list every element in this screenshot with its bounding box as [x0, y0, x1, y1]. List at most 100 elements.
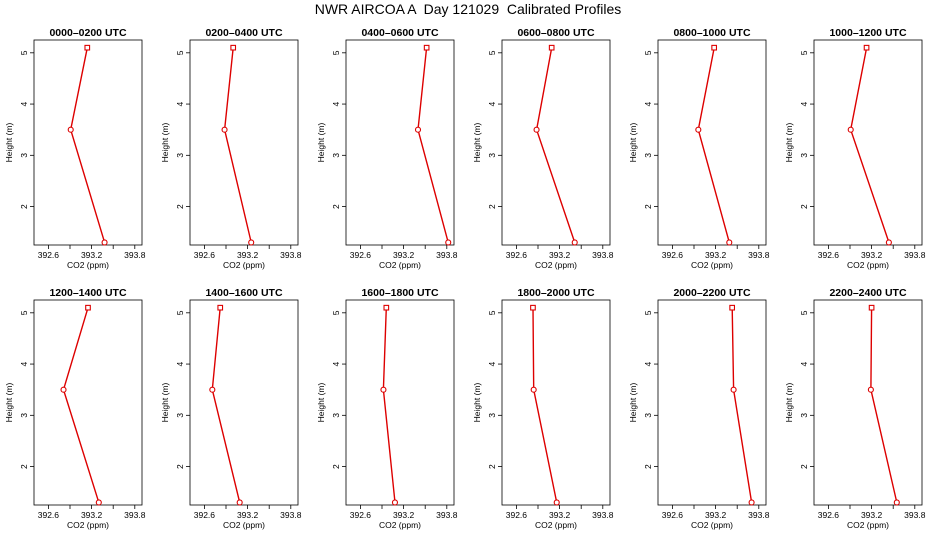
x-tick-label: 393.8 — [904, 250, 926, 260]
co2-profile-line — [223, 47, 252, 243]
y-tick-label: 3 — [643, 413, 653, 418]
plot-frame — [33, 299, 143, 506]
x-tick-label: 392.6 — [194, 250, 216, 260]
x-axis-label: CO2 (ppm) — [223, 260, 265, 270]
data-point-square — [548, 44, 555, 51]
y-tick-label: 2 — [19, 204, 29, 209]
x-tick-label: 392.6 — [818, 250, 840, 260]
co2-profile-line — [697, 47, 730, 243]
y-tick-label: 4 — [175, 101, 185, 106]
panel-3: 0400–0600 UTC 392.6 393.2 393.8 2 3 4 5 CO2 (ppm… — [316, 27, 458, 270]
y-tick-label: 3 — [487, 413, 497, 418]
data-point-circle — [847, 126, 854, 133]
x-tick-label: 393.2 — [705, 510, 727, 520]
y-tick-label: 5 — [799, 50, 809, 55]
y-tick-label: 3 — [331, 153, 341, 158]
co2-profile-line — [417, 47, 449, 243]
y-tick-label: 2 — [331, 464, 341, 469]
x-tick-label: 393.2 — [81, 510, 103, 520]
x-axis-label: CO2 (ppm) — [691, 520, 733, 530]
x-tick-label: 392.6 — [38, 510, 60, 520]
y-axis-label: Height (m) — [784, 383, 794, 423]
data-point-circle — [209, 386, 216, 393]
data-point-circle — [885, 239, 892, 246]
data-point-square — [84, 44, 91, 51]
y-tick-label: 2 — [487, 204, 497, 209]
y-tick-label: 2 — [799, 204, 809, 209]
x-tick-label: 393.8 — [904, 510, 926, 520]
panel-title: 2200–2400 UTC — [829, 287, 906, 299]
panel-5: 0800–1000 UTC 392.6 393.2 393.8 2 3 4 5 CO2 (ppm… — [628, 27, 770, 270]
y-tick-label: 2 — [643, 204, 653, 209]
y-tick-label: 2 — [487, 464, 497, 469]
data-point-square — [217, 304, 224, 311]
data-point-square — [230, 44, 237, 51]
y-tick-label: 5 — [799, 310, 809, 315]
y-tick-label: 2 — [799, 464, 809, 469]
x-axis-label: CO2 (ppm) — [691, 260, 733, 270]
x-tick-label: 393.8 — [436, 250, 458, 260]
panel-title: 0200–0400 UTC — [205, 27, 282, 39]
y-tick-label: 4 — [19, 101, 29, 106]
data-point-circle — [221, 126, 228, 133]
y-tick-label: 4 — [175, 361, 185, 366]
co2-profile-line — [211, 307, 241, 503]
x-axis-label: CO2 (ppm) — [379, 520, 421, 530]
y-tick-label: 2 — [175, 464, 185, 469]
data-point-square — [863, 44, 870, 51]
x-axis-label: CO2 (ppm) — [223, 520, 265, 530]
y-tick-label: 3 — [175, 153, 185, 158]
y-axis-label: Height (m) — [160, 123, 170, 163]
y-tick-label: 4 — [487, 361, 497, 366]
y-axis-label: Height (m) — [160, 383, 170, 423]
y-tick-label: 3 — [175, 413, 185, 418]
x-tick-label: 392.6 — [194, 510, 216, 520]
x-tick-label: 393.8 — [280, 250, 302, 260]
y-tick-label: 2 — [643, 464, 653, 469]
x-axis-label: CO2 (ppm) — [67, 520, 109, 530]
plot-frame — [813, 39, 923, 246]
x-tick-label: 393.2 — [861, 510, 883, 520]
data-point-square — [383, 304, 390, 311]
y-tick-label: 4 — [487, 101, 497, 106]
plot-frame — [657, 299, 767, 506]
y-tick-label: 4 — [643, 101, 653, 106]
data-point-circle — [67, 126, 74, 133]
x-tick-label: 393.8 — [592, 250, 614, 260]
x-tick-label: 393.2 — [237, 250, 259, 260]
data-point-circle — [248, 239, 255, 246]
plot-frame — [501, 39, 611, 246]
y-tick-label: 4 — [19, 361, 29, 366]
x-tick-label: 393.8 — [748, 510, 770, 520]
x-axis-label: CO2 (ppm) — [67, 260, 109, 270]
y-tick-label: 3 — [643, 153, 653, 158]
y-axis-label: Height (m) — [784, 123, 794, 163]
data-point-circle — [893, 499, 900, 506]
panel-title: 1800–2000 UTC — [517, 287, 594, 299]
co2-profile-line — [382, 307, 396, 503]
x-tick-label: 393.2 — [549, 510, 571, 520]
panel-title: 0800–1000 UTC — [673, 27, 750, 39]
plot-frame — [501, 299, 611, 506]
co2-profile-line — [849, 47, 890, 243]
y-tick-label: 3 — [331, 413, 341, 418]
y-axis-label: Height (m) — [628, 383, 638, 423]
y-tick-label: 5 — [19, 310, 29, 315]
panel-title: 0000–0200 UTC — [49, 27, 126, 39]
x-axis-label: CO2 (ppm) — [535, 260, 577, 270]
x-tick-label: 393.8 — [436, 510, 458, 520]
panel-title: 2000–2200 UTC — [673, 287, 750, 299]
data-point-circle — [95, 499, 102, 506]
data-point-square — [711, 44, 718, 51]
x-axis-label: CO2 (ppm) — [379, 260, 421, 270]
panel-title: 1000–1200 UTC — [829, 27, 906, 39]
panel-12: 2200–2400 UTC 392.6 393.2 393.8 2 3 4 5 CO2 (ppm… — [784, 287, 926, 530]
data-point-circle — [380, 386, 387, 393]
y-tick-label: 3 — [19, 153, 29, 158]
panel-2: 0200–0400 UTC 392.6 393.2 393.8 2 3 4 5 CO2 (ppm… — [160, 27, 302, 270]
panel-title: 1400–1600 UTC — [205, 287, 282, 299]
data-point-square — [423, 44, 430, 51]
data-point-circle — [533, 126, 540, 133]
data-point-circle — [748, 499, 755, 506]
